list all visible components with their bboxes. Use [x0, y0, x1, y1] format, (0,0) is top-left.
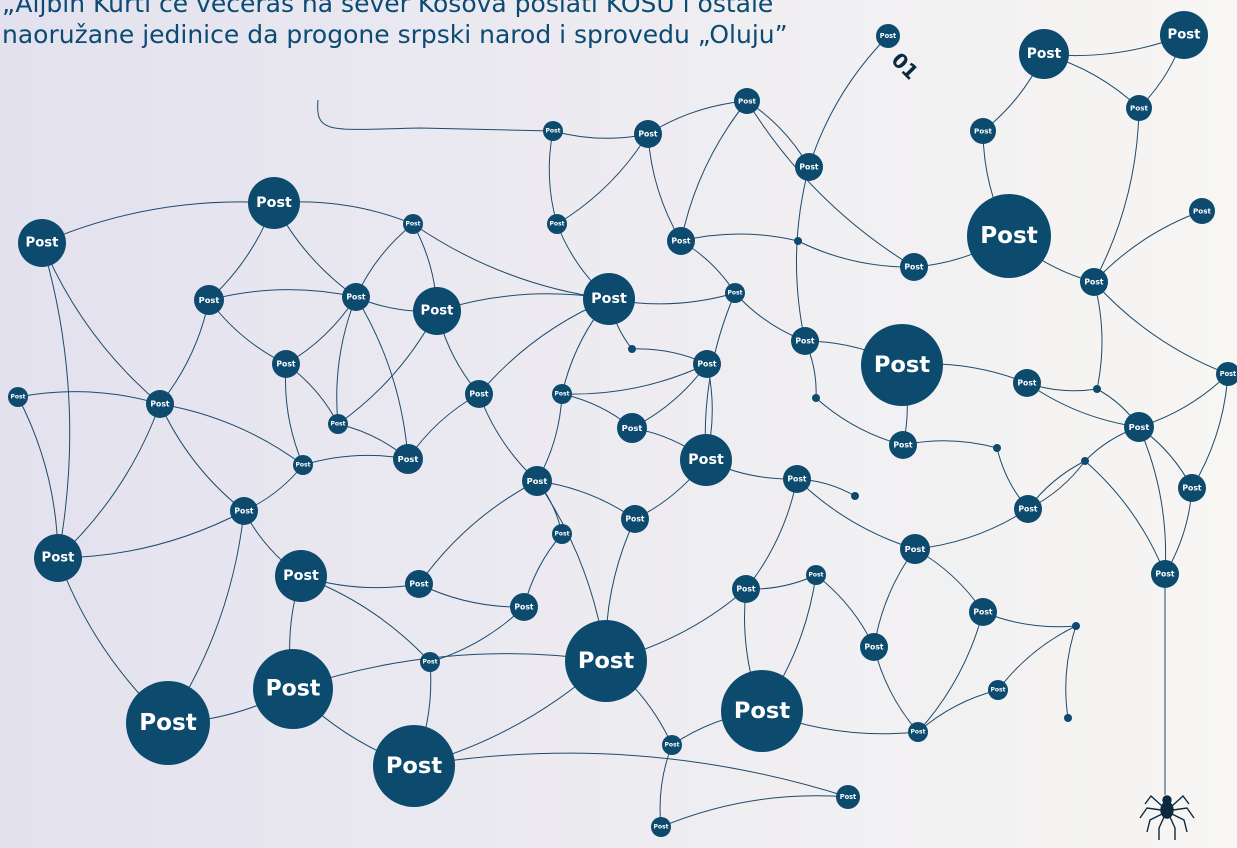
node-label: Post [11, 394, 26, 401]
node-label: Post [799, 163, 818, 172]
node-label: Post [234, 507, 253, 516]
node-label: Post [283, 568, 319, 584]
node-label: Post [809, 572, 824, 579]
node-label: Post [555, 531, 570, 538]
node-label: Post [734, 698, 791, 724]
node-label: Post [331, 421, 346, 428]
node-label: Post [874, 352, 931, 378]
node-label: Post [980, 223, 1038, 249]
node-label: Post [638, 130, 657, 139]
node-label: Post [276, 360, 295, 369]
node-label: Post [840, 793, 856, 801]
node-label: Post [622, 423, 643, 433]
node-label: Post [26, 236, 59, 251]
node-label: Post [346, 293, 365, 302]
node [812, 394, 820, 402]
node-label: Post [42, 551, 75, 566]
node-label: Post [266, 677, 321, 702]
node [851, 492, 859, 500]
node-label: Post [697, 360, 716, 369]
node-label: Post [406, 221, 421, 228]
node-label: Post [469, 390, 488, 399]
node-label: Post [787, 475, 806, 484]
node-label: Post [555, 391, 570, 398]
node-label: Post [398, 454, 419, 464]
node-label: Post [973, 608, 992, 617]
node-label: Post [1182, 484, 1201, 493]
node-label: Post [736, 585, 755, 594]
node-label: Post [150, 400, 169, 409]
node-label: Post [1027, 46, 1062, 62]
node [1081, 457, 1089, 465]
node-label: Post [1155, 570, 1174, 579]
node-label: Post [514, 603, 533, 612]
node-label: Post [671, 237, 690, 246]
node-label: Post [728, 290, 743, 297]
node-label: Post [795, 337, 814, 346]
quote-line: naoružane jedinice da progone srpski nar… [2, 20, 788, 49]
node-label: Post [546, 128, 561, 135]
node-label: Post [139, 710, 197, 736]
node-label: Post [688, 452, 724, 468]
node-label: Post [578, 648, 635, 674]
node-label: Post [864, 643, 883, 652]
node-label: Post [905, 544, 926, 554]
node-label: Post [296, 462, 311, 469]
node-label: Post [880, 32, 896, 40]
node-label: Post [527, 476, 548, 486]
node-label: Post [199, 295, 220, 305]
node-label: Post [550, 221, 565, 228]
node-label: Post [974, 127, 992, 136]
node-label: Post [1220, 370, 1236, 378]
node-label: Post [421, 304, 454, 319]
node-label: Post [423, 659, 438, 666]
node-label: Post [1129, 422, 1150, 432]
node-label: Post [665, 742, 680, 749]
node [993, 444, 1001, 452]
node-label: Post [409, 580, 428, 589]
quote-line: „Aljbin Kurti će večeras na sever Kosova… [2, 0, 773, 18]
node [628, 345, 636, 353]
node-label: Post [1018, 505, 1037, 514]
node-label: Post [911, 729, 926, 736]
node-label: Post [591, 291, 627, 307]
node-label: Post [256, 195, 292, 211]
node-label: Post [386, 753, 443, 779]
node-label: Post [738, 97, 756, 106]
node-label: Post [625, 515, 644, 524]
node [1093, 385, 1101, 393]
node-label: Post [991, 687, 1006, 694]
node [794, 237, 802, 245]
node-label: Post [1017, 379, 1036, 388]
node-label: Post [1084, 278, 1103, 287]
node-label: Post [1193, 207, 1211, 216]
node-label: Post [893, 441, 912, 450]
node-label: Post [654, 824, 669, 831]
page: {"quote": {"lines": ["„Aljbin Kurti će v… [0, 0, 1237, 848]
node [1064, 714, 1072, 722]
node-label: Post [1130, 104, 1148, 113]
node-label: Post [904, 263, 923, 272]
network-graphic: „Aljbin Kurti će večeras na sever Kosova… [0, 0, 1237, 848]
node-label: Post [1168, 28, 1201, 43]
node [1072, 622, 1080, 630]
